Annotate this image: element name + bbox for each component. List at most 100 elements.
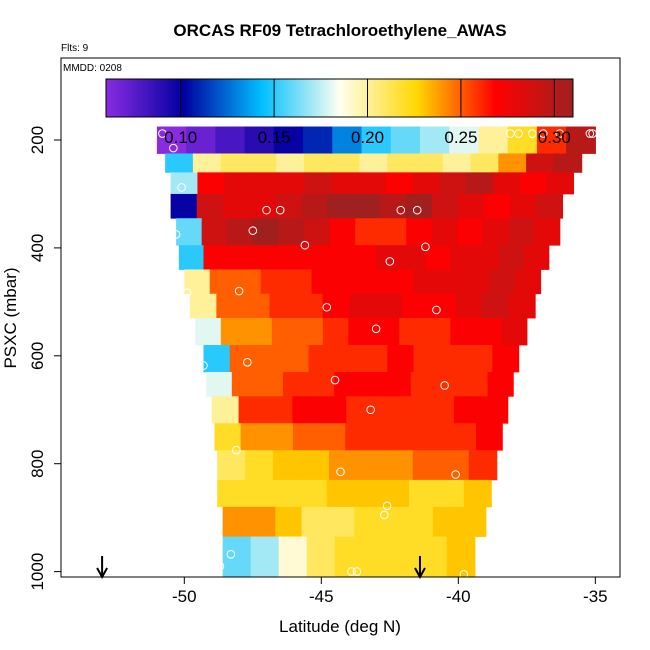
heatmap-cell — [466, 172, 494, 195]
heatmap-cell — [380, 506, 408, 537]
heatmap-cell — [457, 218, 484, 246]
heatmap-cell — [278, 172, 306, 195]
heatmap-cell — [170, 193, 198, 219]
sample-point — [538, 129, 548, 138]
heatmap-cell — [319, 423, 346, 451]
x-tick-label: -50 — [172, 587, 197, 606]
heatmap-cell — [256, 345, 283, 373]
x-axis: -50 -45 -40 -35 — [172, 576, 608, 606]
y-tick-label: 600 — [28, 342, 47, 370]
heatmap-cell — [308, 371, 335, 397]
heatmap-cell — [400, 245, 427, 270]
heatmap-cell — [272, 479, 300, 508]
heatmap-cell — [327, 506, 355, 537]
sample-point — [262, 205, 271, 215]
heatmap-cell — [385, 371, 412, 397]
heatmap-cell — [419, 126, 450, 154]
heatmap-cell — [484, 193, 511, 219]
heatmap-cell — [375, 293, 403, 319]
sample-point — [232, 445, 241, 455]
sample-point — [204, 447, 214, 457]
heatmap-cell — [186, 126, 216, 154]
y-axis-label: PSXC (mbar) — [1, 267, 20, 368]
heatmap-cell — [534, 218, 561, 246]
heatmap-cell — [331, 172, 360, 195]
heatmap-cell — [178, 245, 205, 270]
y-tick-label: 200 — [28, 126, 47, 154]
sample-point — [275, 205, 285, 215]
heatmap-cell — [439, 345, 467, 373]
heatmap-cell — [536, 193, 564, 219]
sample-point — [171, 230, 181, 239]
heatmap-cell — [245, 450, 274, 481]
heatmap-cell — [461, 371, 489, 397]
heatmap-cells — [156, 126, 596, 578]
sample-point — [432, 305, 441, 315]
sample-point — [169, 143, 178, 153]
y-tick-label: 800 — [28, 450, 47, 478]
heatmap-cell — [480, 396, 509, 424]
heatmap-cell — [297, 318, 324, 346]
heatmap-cell — [362, 269, 389, 295]
heatmap-cell — [197, 172, 225, 195]
heatmap-cell — [466, 345, 493, 373]
sample-point — [440, 381, 449, 390]
heatmap-cell — [400, 396, 428, 424]
heatmap-cell — [566, 126, 596, 154]
heatmap-cell — [336, 269, 364, 295]
heatmap-cell — [301, 193, 328, 219]
heatmap-cell — [224, 172, 252, 195]
heatmap-cell — [217, 479, 246, 508]
sample-point — [396, 205, 406, 215]
heatmap-cell — [507, 126, 538, 154]
y-axis: 200 400 600 800 1000 — [28, 126, 62, 591]
sample-point — [300, 240, 310, 250]
heatmap-cell — [286, 269, 313, 295]
sample-point — [182, 288, 192, 297]
heatmap-cell — [356, 450, 386, 481]
heatmap-cell — [303, 153, 333, 173]
x-axis-label: Latitude (deg N) — [279, 617, 401, 636]
heatmap-cell — [450, 245, 476, 270]
sample-point — [412, 205, 422, 215]
heatmap-cell — [222, 506, 250, 537]
heatmap-cell — [453, 396, 482, 424]
heatmap-cell — [292, 396, 320, 424]
heatmap-cell — [216, 293, 244, 319]
heatmap-cell — [450, 318, 477, 346]
heatmap-cell — [498, 153, 527, 173]
colorbar — [105, 78, 574, 118]
colorbar-tick-label: 0.10 — [164, 128, 197, 147]
heatmap-cell — [406, 218, 433, 246]
heatmap-cell — [296, 293, 324, 319]
heatmap-cell — [359, 153, 388, 173]
heatmap-cell — [371, 423, 399, 451]
sample-point — [177, 183, 186, 192]
heatmap-cell — [260, 269, 287, 295]
heatmap-cell — [189, 293, 217, 319]
heatmap-cell — [328, 450, 358, 481]
heatmap-cell — [399, 318, 426, 346]
heatmap-cell — [475, 318, 502, 346]
heatmap-cell — [345, 423, 372, 451]
sample-point — [336, 467, 345, 477]
heatmap-cell — [322, 293, 350, 319]
sample-point — [555, 129, 565, 138]
heatmap-cell — [457, 193, 485, 219]
heatmap-cell — [334, 345, 362, 373]
heatmap-cell — [222, 193, 250, 219]
heatmap-cell — [464, 269, 491, 295]
heatmap-cell — [492, 172, 521, 195]
heatmap-cell — [409, 479, 437, 508]
sample-point — [199, 361, 208, 370]
heatmap-cell — [228, 245, 254, 270]
heatmap-cell — [412, 450, 442, 481]
heatmap-cell — [251, 172, 279, 195]
heatmap-cell — [346, 396, 374, 424]
sample-point — [347, 567, 356, 576]
heatmap-cell — [349, 293, 377, 319]
heatmap-cell — [248, 153, 277, 173]
sample-point — [506, 129, 515, 138]
heatmap-cell — [499, 245, 525, 270]
